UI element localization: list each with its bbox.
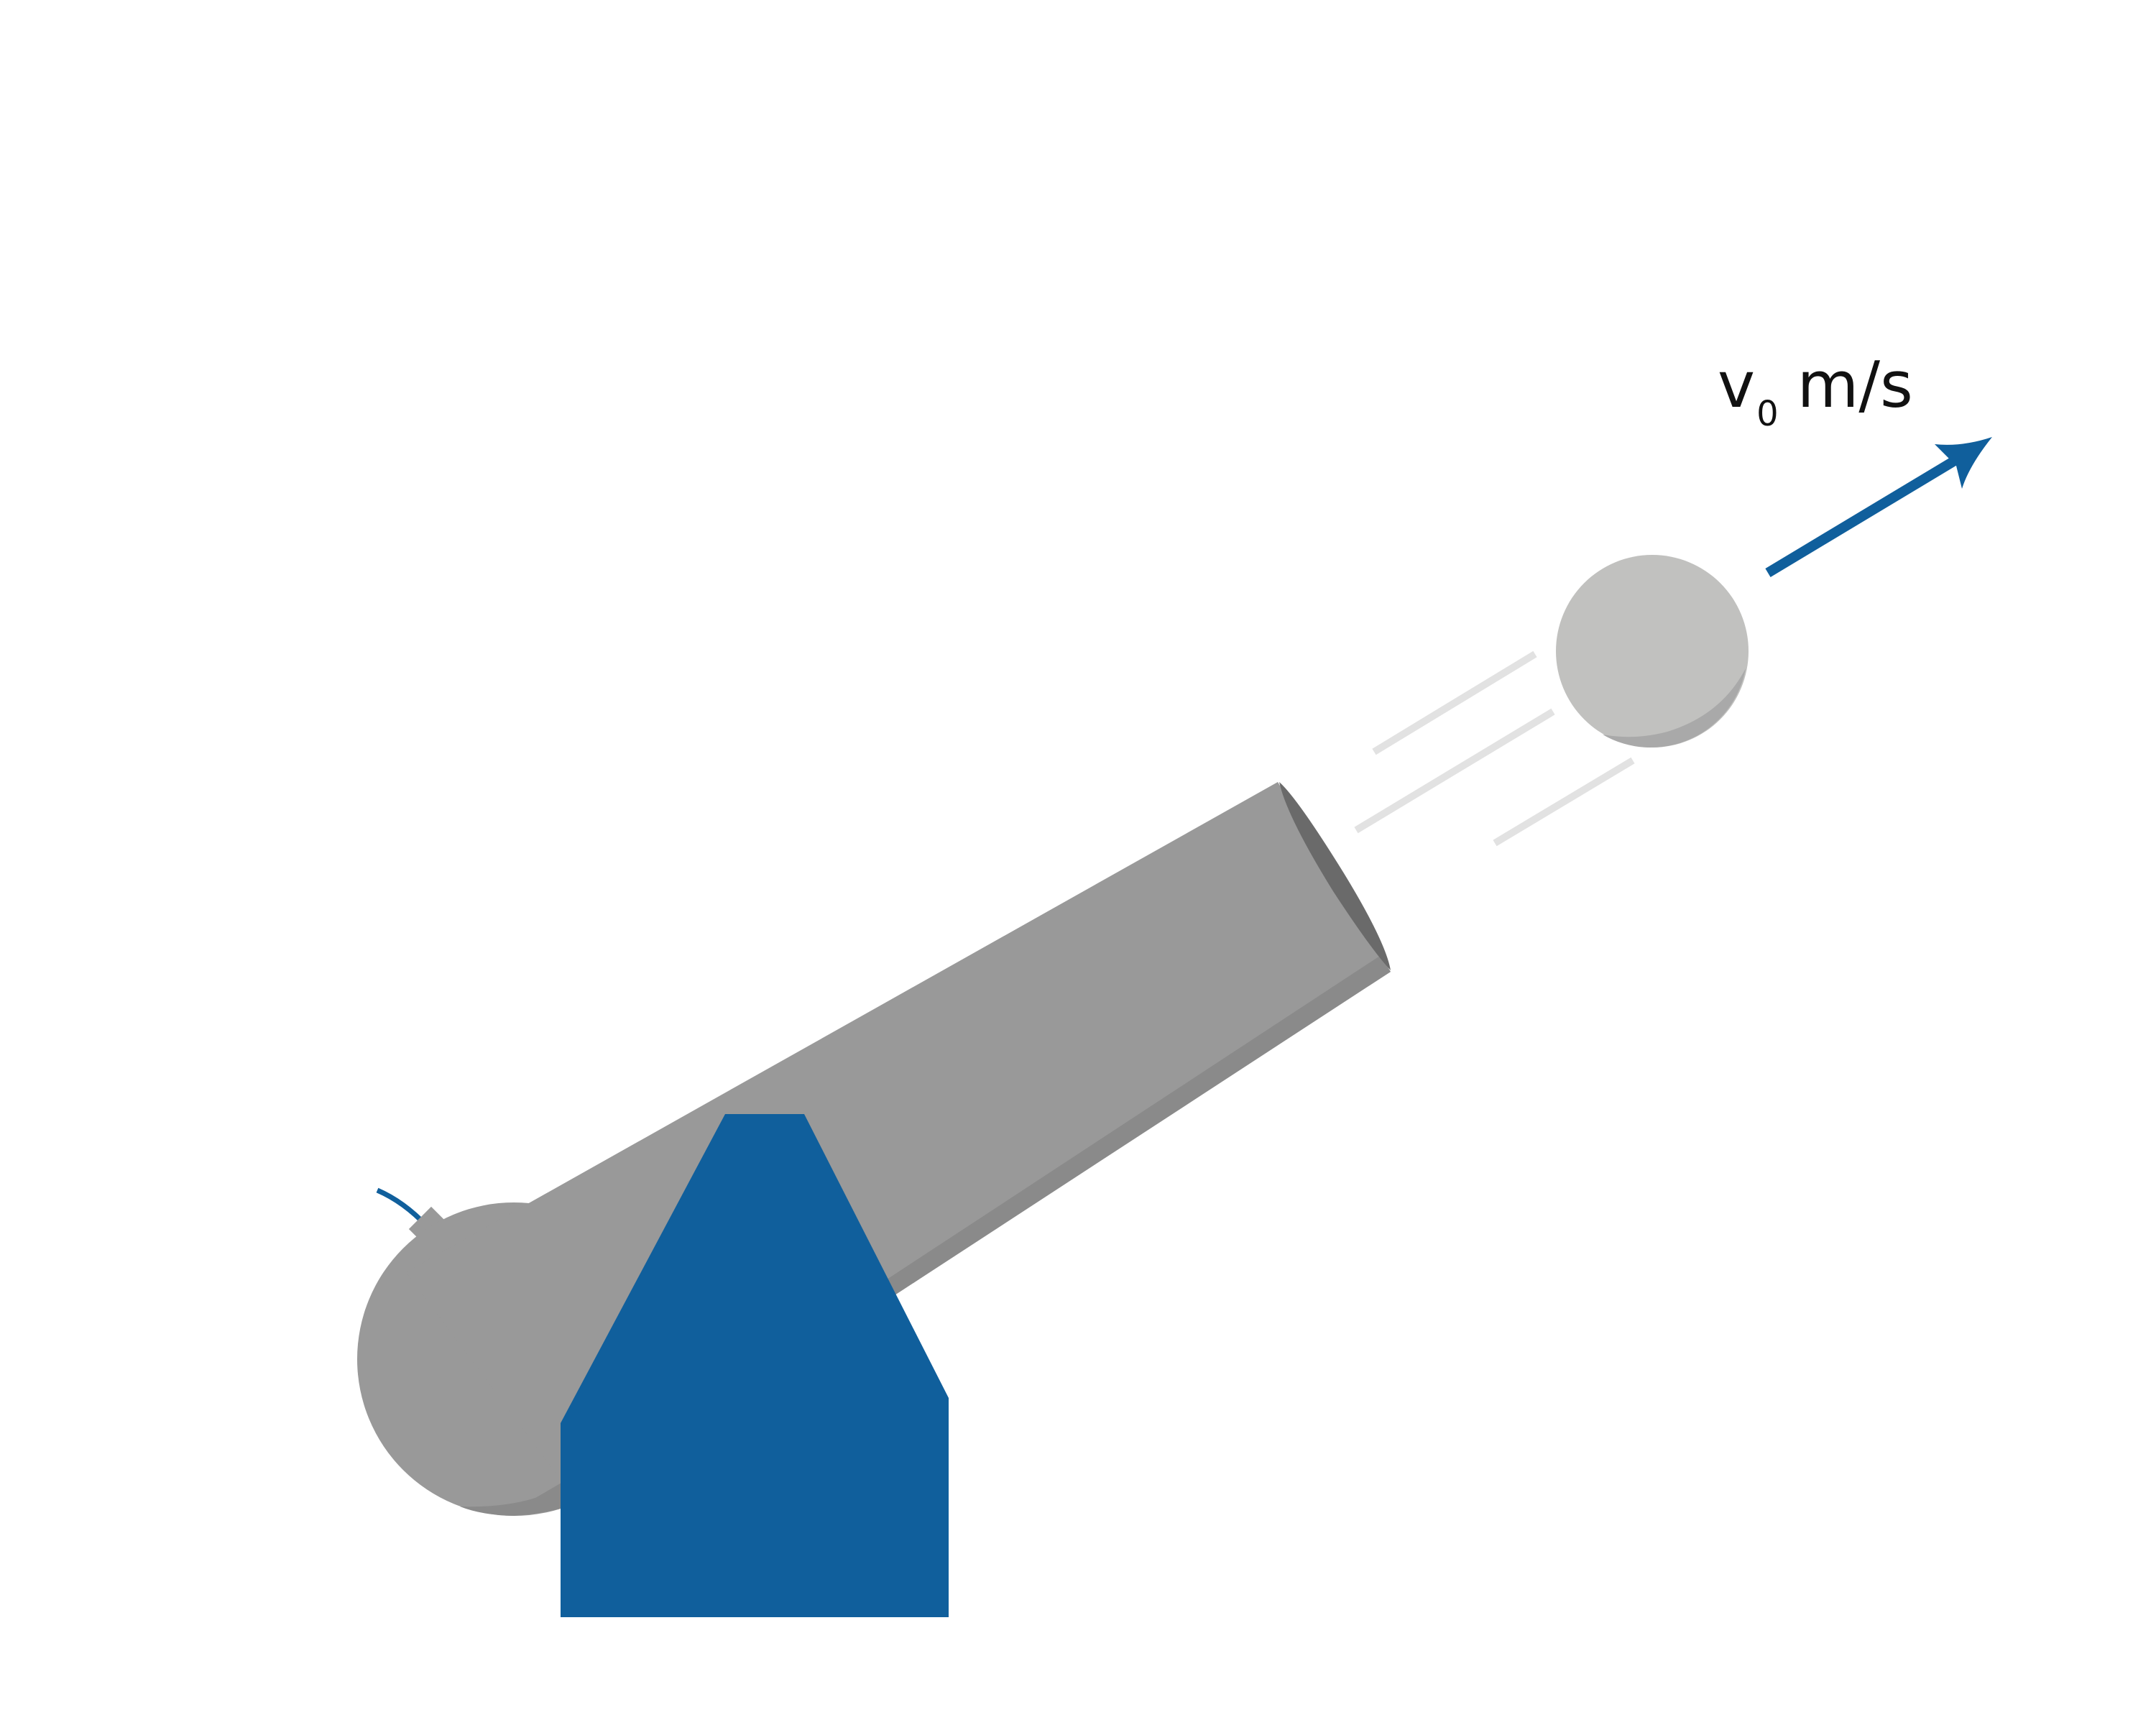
motion-line-bottom	[1493, 757, 1635, 847]
muzzle-rim	[1279, 782, 1391, 970]
velocity-arrow-head	[1935, 437, 1992, 489]
velocity-symbol: v	[1718, 348, 1756, 422]
velocity-label: v0 m/s	[1718, 354, 1913, 432]
motion-lines	[1354, 650, 1635, 847]
motion-line-middle	[1354, 708, 1555, 834]
barrel-shadow	[885, 956, 1391, 1295]
cannonball	[1556, 555, 1749, 748]
motion-line-top	[1372, 650, 1537, 755]
velocity-unit: m/s	[1797, 348, 1913, 422]
velocity-arrow-shaft	[1765, 448, 1971, 578]
velocity-subscript: 0	[1756, 394, 1779, 434]
cannon-carriage	[561, 1114, 949, 1617]
cannonball-shadow	[1603, 668, 1746, 748]
